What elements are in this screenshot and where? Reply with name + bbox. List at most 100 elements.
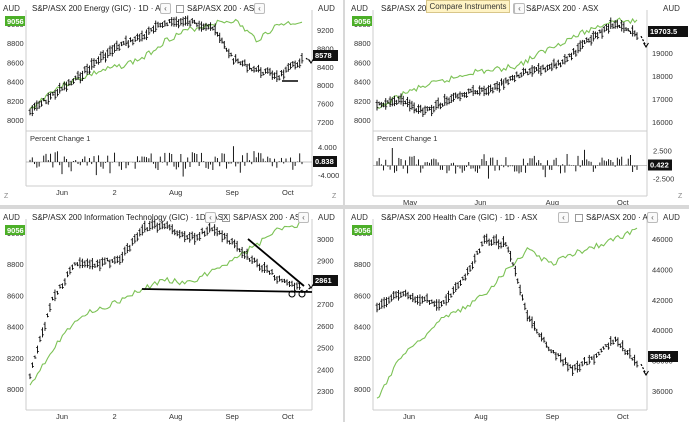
compare-checkbox-icon[interactable] bbox=[222, 213, 230, 222]
indicator-value-badge bbox=[313, 156, 337, 167]
projection-arrow bbox=[640, 35, 647, 47]
indicator-value-badge-text: 0.838 bbox=[315, 157, 334, 166]
compare-label[interactable]: S&P/ASX 200 · ASX bbox=[176, 4, 259, 13]
compare-checkbox-icon[interactable] bbox=[575, 213, 583, 222]
left-tick-label: 8600 bbox=[7, 58, 24, 67]
right-tick-label: 2600 bbox=[317, 322, 334, 331]
x-axis-label: 2 bbox=[113, 188, 117, 197]
currency-label: AUD bbox=[3, 4, 20, 13]
x-axis-label: Jun bbox=[474, 198, 486, 205]
left-tick-label: 8800 bbox=[7, 39, 24, 48]
x-axis-label: Oct bbox=[617, 198, 630, 205]
left-tick-label: 8600 bbox=[354, 58, 371, 67]
right-tick-label: 8400 bbox=[317, 63, 334, 72]
price-badge bbox=[648, 26, 688, 37]
chart-title[interactable]: S&P/ASX 200 Health Care (GIC) · 1D · ASX bbox=[381, 213, 538, 222]
indicator-title: Percent Change 1 bbox=[30, 134, 90, 143]
chart-panel-health-care[interactable]: 9000880086008400820080004600044000420004… bbox=[345, 209, 689, 422]
horizontal-divider[interactable] bbox=[0, 205, 689, 209]
right-tick-label: 17000 bbox=[652, 95, 673, 104]
x-axis-label: Sep bbox=[226, 412, 239, 421]
collapse-arrow-icon[interactable]: ‹ bbox=[205, 212, 216, 223]
chart-panel-materials[interactable]: 9000880086008400820080002000019000180001… bbox=[345, 0, 689, 205]
left-tick-label: 8400 bbox=[7, 78, 24, 87]
price-badge bbox=[648, 351, 678, 362]
zoom-button-right[interactable]: Z bbox=[332, 193, 337, 200]
currency-label: AUD bbox=[3, 213, 20, 222]
indicator-tick-label: -2.500 bbox=[653, 175, 674, 184]
chart-canvas[interactable]: 9000880086008400820080002000019000180001… bbox=[345, 0, 689, 205]
arrow-head-icon bbox=[643, 370, 649, 376]
right-currency-label: AUD bbox=[318, 213, 335, 222]
right-tick-label: 3000 bbox=[317, 235, 334, 244]
left-tick-label: 8000 bbox=[7, 116, 24, 125]
arrow-head-icon bbox=[643, 42, 649, 48]
vertical-divider[interactable] bbox=[343, 0, 345, 422]
collapse-arrow-icon[interactable]: ‹ bbox=[160, 3, 171, 14]
compare-value-badge bbox=[352, 16, 372, 26]
price-badge-text: 2861 bbox=[315, 276, 332, 285]
currency-label: AUD bbox=[351, 4, 368, 13]
chart-title[interactable]: S&P/ASX 200 Information Technology (GIC)… bbox=[32, 213, 229, 222]
x-axis-label: Jun bbox=[56, 412, 68, 421]
left-tick-label: 8200 bbox=[7, 97, 24, 106]
price-badge-text: 38594 bbox=[650, 352, 672, 361]
x-axis-label: Jun bbox=[403, 412, 415, 421]
collapse-arrow-icon[interactable]: ‹ bbox=[558, 212, 569, 223]
x-axis-label: Aug bbox=[169, 188, 182, 197]
compare-label[interactable]: S&P/ASX 200 · ASX bbox=[222, 213, 305, 222]
currency-label: AUD bbox=[351, 213, 368, 222]
right-tick-label: 2300 bbox=[317, 387, 334, 396]
right-tick-label: 16000 bbox=[652, 118, 673, 127]
indicator-title: Percent Change 1 bbox=[377, 134, 437, 143]
indicator-value-badge-text: 0.422 bbox=[650, 161, 669, 170]
price-badge-text: 19703.5 bbox=[650, 27, 677, 36]
settings-arrow-icon[interactable]: ‹ bbox=[298, 212, 309, 223]
compare-value-badge-text: 9056 bbox=[7, 17, 24, 26]
right-tick-label: 7600 bbox=[317, 100, 334, 109]
chart-title[interactable]: S&P/ASX 200 Energy (GIC) · 1D · ASX bbox=[32, 4, 172, 13]
compare-value-badge bbox=[5, 225, 25, 235]
compare-label[interactable]: S&P/ASX 200 · ASX bbox=[515, 4, 598, 13]
marker-circle-icon bbox=[298, 290, 306, 298]
marker-circle-icon bbox=[288, 290, 296, 298]
right-currency-label: AUD bbox=[663, 4, 680, 13]
chart-title[interactable]: S&P/ASX 200 M bbox=[381, 4, 440, 13]
zoom-button-right[interactable]: Z bbox=[678, 193, 683, 200]
left-tick-label: 8800 bbox=[354, 260, 371, 269]
left-tick-label: 8200 bbox=[354, 97, 371, 106]
chart-panel-information-technology[interactable]: 9000880086008400820080003000290028002700… bbox=[0, 209, 343, 422]
compare-checkbox-icon[interactable] bbox=[176, 4, 184, 13]
x-axis-label: Aug bbox=[169, 412, 182, 421]
chart-canvas[interactable]: 9000880086008400820080003000290028002700… bbox=[0, 209, 343, 422]
right-tick-label: 40000 bbox=[652, 326, 673, 335]
right-tick-label: 8800 bbox=[317, 44, 334, 53]
settings-arrow-icon[interactable]: ‹ bbox=[254, 3, 265, 14]
right-tick-label: 2700 bbox=[317, 300, 334, 309]
compare-label[interactable]: S&P/ASX 200 · ASX bbox=[575, 213, 658, 222]
chart-canvas[interactable]: 9000880086008400820080004600044000420004… bbox=[345, 209, 689, 422]
x-axis-label: 2 bbox=[113, 412, 117, 421]
compare-series-line bbox=[29, 18, 303, 110]
zoom-button[interactable]: Z bbox=[4, 193, 9, 200]
right-tick-label: 18000 bbox=[652, 72, 673, 81]
support-line bbox=[141, 288, 313, 293]
indicator-tick-label: 2.500 bbox=[653, 147, 672, 156]
x-axis-label: Oct bbox=[282, 412, 295, 421]
left-tick-label: 8400 bbox=[7, 323, 24, 332]
chart-panel-energy[interactable]: 9000880086008400820080009200880084008000… bbox=[0, 0, 343, 205]
left-tick-label: 8000 bbox=[7, 385, 24, 394]
right-currency-label: AUD bbox=[318, 4, 335, 13]
right-currency-label: AUD bbox=[663, 213, 680, 222]
compare-value-badge-text: 9056 bbox=[7, 226, 24, 235]
compare-value-badge-text: 9056 bbox=[354, 17, 371, 26]
settings-arrow-icon[interactable]: ‹ bbox=[647, 212, 658, 223]
right-tick-label: 46000 bbox=[652, 235, 673, 244]
right-tick-label: 42000 bbox=[652, 296, 673, 305]
left-tick-label: 8200 bbox=[354, 354, 371, 363]
x-axis-label: Aug bbox=[546, 198, 559, 205]
resistance-trendline bbox=[247, 238, 305, 287]
left-tick-label: 8200 bbox=[7, 354, 24, 363]
settings-arrow-icon[interactable]: ‹ bbox=[514, 3, 525, 14]
chart-canvas[interactable]: 9000880086008400820080009200880084008000… bbox=[0, 0, 343, 205]
